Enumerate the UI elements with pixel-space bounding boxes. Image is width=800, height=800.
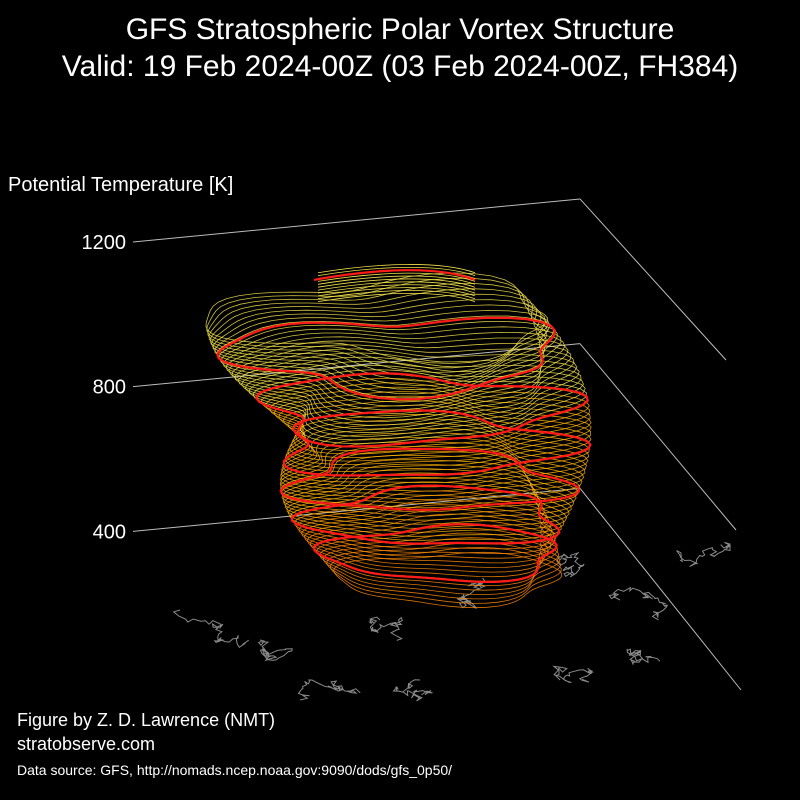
isentrope-404K	[326, 542, 562, 600]
coastline-segment	[368, 616, 403, 641]
isentrope-716K	[280, 423, 589, 488]
isentrope-1088K	[206, 277, 548, 369]
isentrope-1028K	[212, 304, 546, 391]
isentrope-572K	[287, 476, 565, 537]
isentrope-968K	[223, 331, 566, 411]
coastline-segment	[556, 551, 585, 578]
isentrope-1164K	[317, 284, 476, 294]
highlight-isentrope-450K	[312, 523, 558, 583]
vortex-isentropes	[205, 264, 592, 609]
isentrope-1196K	[317, 272, 476, 282]
isentrope-728K	[281, 418, 590, 483]
isentrope-644K	[280, 450, 579, 513]
isentrope-956K	[225, 336, 569, 415]
isentrope-1148K	[317, 290, 476, 300]
isentrope-392K	[329, 546, 562, 604]
data-source-credit: Data source: GFS, http://nomads.ncep.noa…	[17, 762, 453, 778]
isentrope-1052K	[209, 293, 547, 382]
z-tick-label-400: 400	[93, 521, 126, 543]
grid-line-side-1200	[579, 198, 727, 361]
isentrope-860K	[252, 369, 587, 445]
isentrope-1212K	[317, 266, 476, 277]
isentrope-1064K	[208, 288, 548, 378]
highlight-isentrope-550K	[290, 484, 561, 545]
coastline-segment	[392, 679, 433, 702]
isentrope-1140K	[317, 293, 476, 303]
coastline-segment	[257, 639, 293, 662]
grid-line-1200	[132, 198, 581, 243]
isentrope-428K	[319, 532, 560, 591]
coastlines	[172, 541, 732, 702]
isentrope-932K	[231, 344, 575, 422]
isentrope-812K	[269, 386, 591, 459]
highlight-isentrope-1200K	[313, 269, 476, 282]
isentrope-920K	[234, 348, 578, 426]
isentrope-584K	[286, 472, 568, 533]
coastline-segment	[608, 586, 668, 621]
highlight-isentrope-750K	[282, 409, 592, 477]
coastline-segment	[172, 609, 249, 649]
grid-line-side-800	[579, 343, 737, 531]
isentrope-1076K	[207, 282, 548, 373]
z-axis-label: Potential Temperature [K]	[8, 174, 234, 196]
isentrope-824K	[265, 382, 591, 455]
isentrope-476K	[306, 513, 555, 573]
isentrope-944K	[228, 340, 572, 419]
grid-line-400	[132, 487, 581, 532]
coastline-segment	[626, 648, 661, 666]
isentrope-620K	[282, 459, 575, 521]
isentrope-380K	[333, 551, 563, 609]
coastline-segment	[297, 679, 361, 701]
isentrope-1172K	[317, 281, 476, 291]
isentrope-488K	[303, 508, 553, 568]
isentrope-680K	[279, 437, 585, 500]
isentrope-1220K	[317, 264, 476, 274]
isentrope-560K	[289, 481, 562, 541]
isentrope-608K	[283, 463, 572, 525]
author-credit: Figure by Z. D. Lawrence (NMT)	[17, 710, 276, 730]
z-tick-label-1200: 1200	[82, 232, 127, 254]
isentrope-440K	[316, 527, 558, 587]
isentrope-500K	[301, 504, 551, 564]
chart-subtitle: Valid: 19 Feb 2024-00Z (03 Feb 2024-00Z,…	[61, 50, 739, 83]
isentrope-1188K	[317, 275, 476, 285]
isentrope-464K	[309, 518, 556, 578]
grid-line-side-400	[579, 488, 742, 691]
z-tick-label-800: 800	[93, 377, 126, 399]
site-credit: stratobserve.com	[17, 734, 156, 754]
isentrope-1180K	[317, 278, 476, 288]
coastline-segment	[552, 665, 594, 683]
grid-line-800	[132, 343, 581, 388]
axes-frame	[132, 198, 742, 691]
coastline-segment	[676, 541, 732, 567]
isentrope-512K	[298, 499, 552, 559]
isentrope-596K	[284, 468, 570, 529]
highlight-isentrope-650K	[279, 447, 581, 512]
z-ticks: 400 800 1200	[82, 232, 127, 543]
highlight-isentrope-850K	[254, 372, 589, 448]
isentrope-1156K	[317, 287, 476, 297]
isentrope-416K	[322, 537, 561, 596]
highlight-isentrope-1000K	[216, 316, 557, 401]
chart-title: GFS Stratospheric Polar Vortex Structure	[125, 13, 675, 46]
isentrope-1100K	[205, 272, 549, 364]
isentrope-908K	[237, 352, 580, 430]
